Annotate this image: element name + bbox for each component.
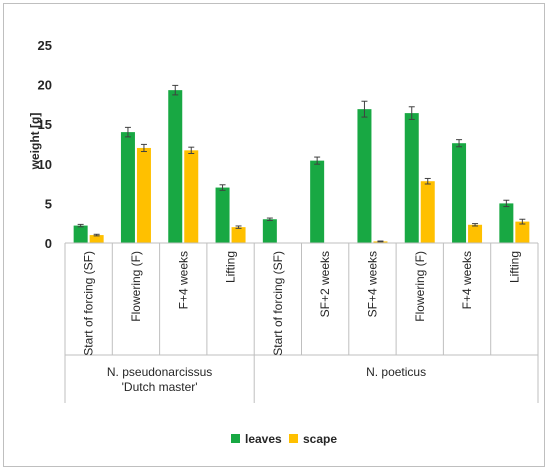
leaves-bar — [452, 143, 467, 243]
scape-bar — [136, 147, 151, 243]
x-tick-label: Flowering (F) — [413, 251, 427, 322]
leaves-bar — [499, 203, 514, 243]
leaves-bar — [73, 225, 88, 243]
legend-label-scape: scape — [303, 432, 337, 446]
scape-bar — [420, 181, 435, 243]
y-tick-label: 0 — [45, 236, 52, 251]
scape-bar — [468, 224, 483, 243]
x-tick-label: Start of forcing (SF) — [271, 251, 285, 356]
x-tick-label: Lifting — [224, 251, 238, 283]
leaves-bar — [120, 132, 135, 243]
x-tick-label: F+4 weeks — [460, 251, 474, 309]
scape-bar — [89, 235, 104, 243]
x-tick-label: Flowering (F) — [129, 251, 143, 322]
leaves-bar — [262, 219, 277, 243]
x-tick-label: Start of forcing (SF) — [82, 251, 96, 356]
leaves-bar — [168, 90, 183, 243]
group-label: 'Dutch master' — [122, 380, 198, 394]
y-tick-label: 15 — [38, 117, 52, 132]
leaves-bar — [215, 187, 230, 243]
scape-bar — [231, 227, 246, 243]
leaves-bar — [404, 113, 419, 243]
x-tick-label: F+4 weeks — [176, 251, 190, 309]
x-tick-label: SF+2 weeks — [318, 251, 332, 317]
legend-swatch-leaves — [231, 434, 240, 443]
y-tick-label: 25 — [38, 38, 52, 53]
y-tick-label: 5 — [45, 196, 52, 211]
legend-label-leaves: leaves — [245, 432, 282, 446]
x-tick-label: Lifting — [507, 251, 521, 283]
y-tick-label: 10 — [38, 157, 52, 172]
leaves-bar — [310, 160, 325, 243]
chart-frame: weight [g] 0 5 10 15 20 25 Start of forcing (S… — [3, 3, 545, 467]
group-label: N. pseudonarcissus — [107, 365, 212, 379]
y-axis-title: weight [g] — [28, 113, 42, 171]
legend-swatch-scape — [289, 434, 298, 443]
group-label: N. poeticus — [366, 365, 426, 379]
x-tick-label: SF+4 weeks — [365, 251, 379, 317]
bar-chart: weight [g] 0 5 10 15 20 25 Start of forcing (S… — [28, 38, 539, 446]
scape-bar — [515, 221, 530, 243]
scape-bar — [184, 150, 199, 243]
plot-area: 0 5 10 15 20 25 Start of forcing (SF) Flowering… — [38, 38, 539, 446]
y-tick-label: 20 — [38, 78, 52, 93]
leaves-bar — [357, 109, 372, 243]
